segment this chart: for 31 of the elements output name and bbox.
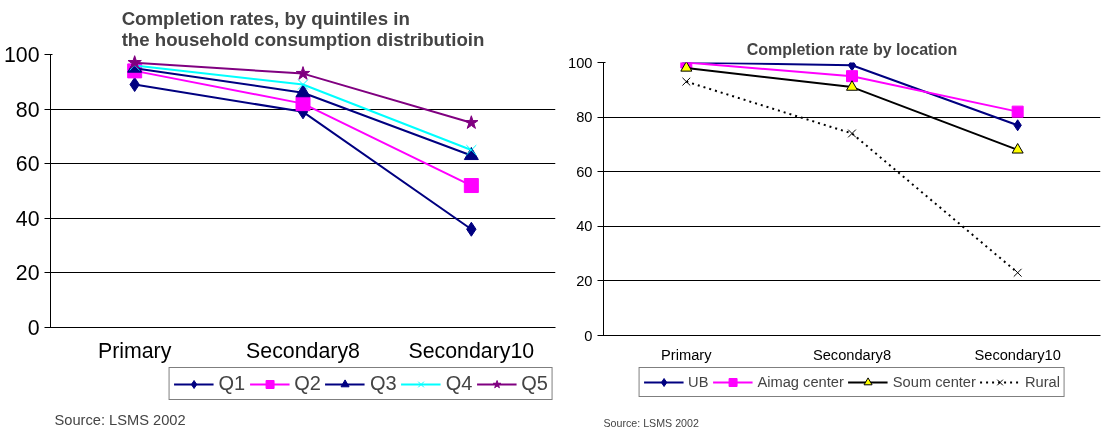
source-note: Source: LSMS 2002 [54, 411, 186, 428]
legend-label: Q2 [294, 372, 321, 395]
y-tick-label: 100 [568, 54, 593, 71]
chart-title: Completion rates, by quintiles in the household consumption distributioin [121, 7, 485, 50]
x-tick-label: Secondary8 [812, 346, 892, 363]
x-tick-label: Primary [661, 346, 713, 363]
y-tick-label: 100 [3, 43, 40, 67]
legend-label: Q1 [218, 372, 246, 395]
x-tick-label: Secondary8 [246, 338, 360, 363]
legend-label: Aimag center [757, 374, 844, 390]
y-tick-label: 40 [576, 218, 593, 235]
chart-title: Completion rate by location [746, 40, 958, 58]
y-tick-label: 0 [584, 327, 593, 344]
source-note: Source: LSMS 2002 [603, 416, 699, 429]
legend-label: Rural [1024, 374, 1060, 390]
x-tick-label: Secondary10 [974, 346, 1061, 363]
legend-label: Q3 [369, 372, 397, 395]
y-tick-label: 40 [15, 206, 40, 231]
legend-label: UB [688, 374, 709, 390]
legend-label: Q5 [521, 372, 548, 395]
y-tick-label: 60 [15, 152, 40, 177]
legend-label: Q4 [445, 372, 473, 395]
x-tick-label: Secondary10 [408, 338, 535, 363]
y-tick-label: 0 [27, 316, 40, 340]
y-tick-label: 20 [576, 272, 593, 289]
legend-label: Soum center [892, 374, 976, 390]
y-tick-label: 80 [576, 109, 593, 126]
y-tick-label: 80 [15, 97, 40, 122]
y-tick-label: 20 [15, 261, 40, 286]
x-tick-label: Primary [97, 338, 172, 363]
y-tick-label: 60 [576, 163, 593, 180]
